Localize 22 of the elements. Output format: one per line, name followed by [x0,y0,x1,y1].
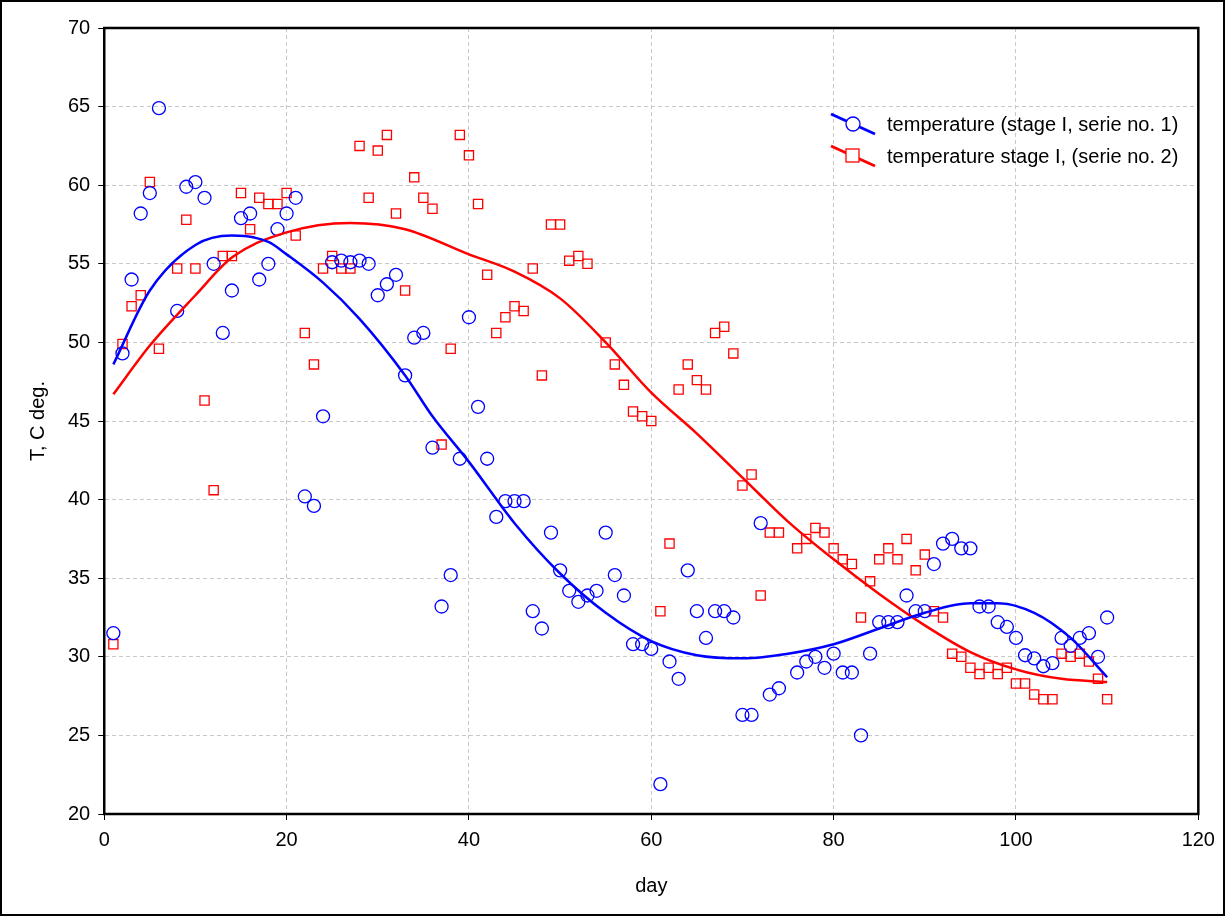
x-tick-label: 120 [1181,827,1215,850]
y-tick-label: 40 [68,487,91,510]
y-tick-label: 65 [68,94,91,117]
x-tick-label: 80 [822,827,845,850]
y-tick-label: 55 [68,251,91,274]
y-tick-label: 45 [68,408,91,431]
y-tick-label: 20 [68,801,91,824]
y-tick-label: 70 [68,15,91,38]
x-tick-label: 60 [640,827,663,850]
legend-label: temperature stage I, (serie no. 2) [887,144,1179,168]
x-tick-label: 0 [98,827,110,850]
x-tick-label: 40 [457,827,481,850]
x-tick-label: 100 [999,827,1033,850]
x-tick-label: 20 [275,827,298,850]
x-axis-title: day [635,873,668,896]
y-tick-label: 50 [68,329,91,352]
y-tick-label: 25 [68,722,91,745]
y-tick-label: 60 [68,172,91,195]
y-axis-title: T, C deg. [25,380,48,462]
y-tick-label: 35 [68,565,91,588]
legend-label: temperature (stage I, serie no. 1) [887,112,1179,136]
y-tick-label: 30 [68,644,91,667]
